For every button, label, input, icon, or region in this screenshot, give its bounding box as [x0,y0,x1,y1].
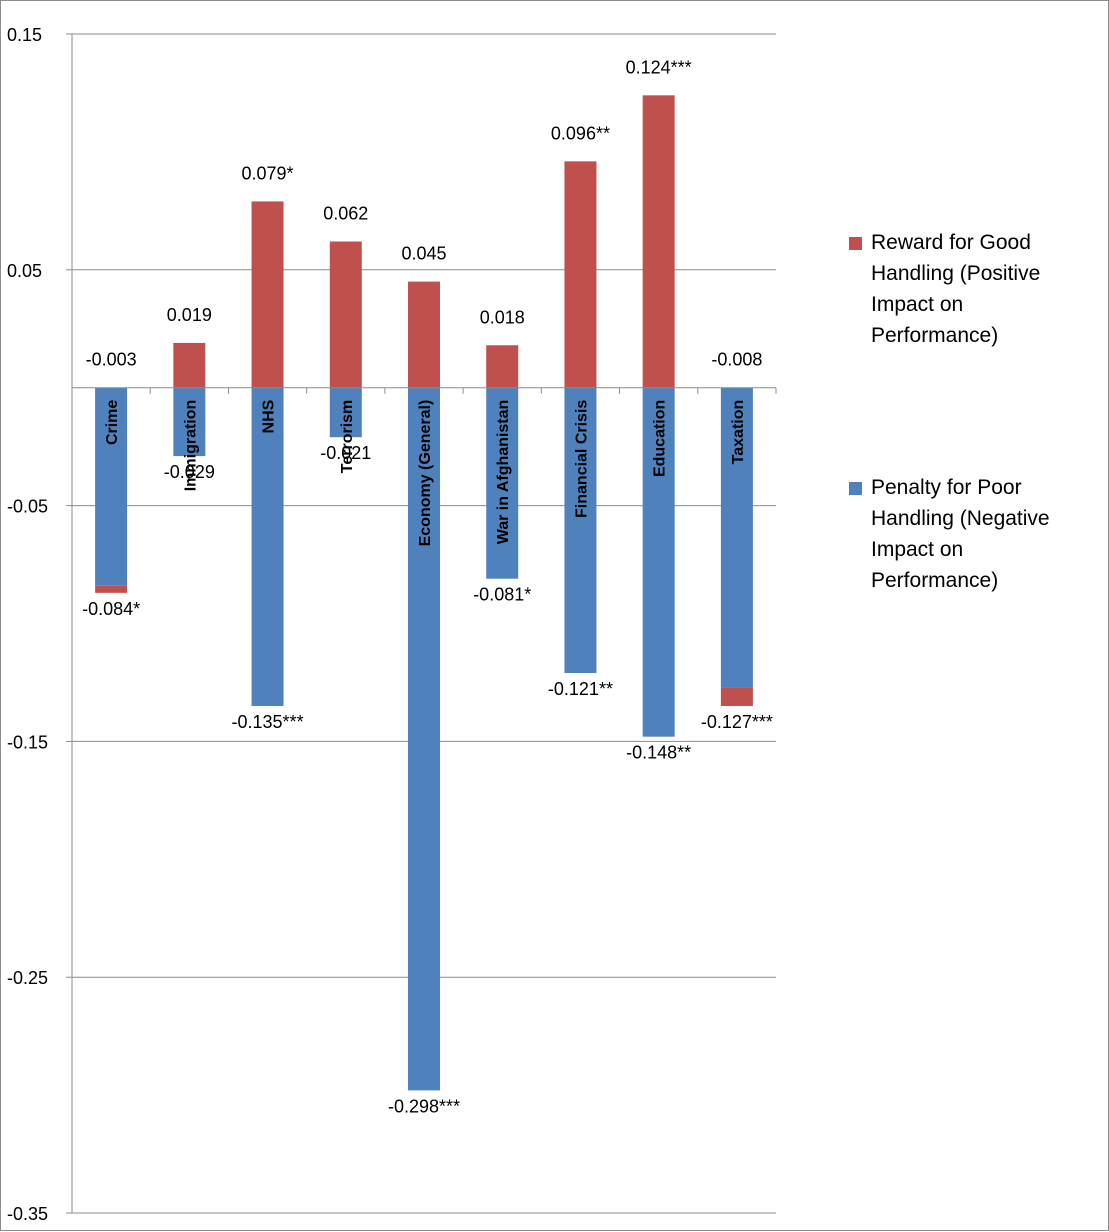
bar-reward [486,345,519,388]
bar-reward [408,281,440,388]
y-tick-label: -0.15 [7,732,48,752]
category-label: Education [652,400,669,477]
legend-reward-line: Reward for Good [871,231,1031,254]
bar-penalty [173,387,206,457]
legend-penalty-line: Handling (Negative [871,507,1050,530]
data-label-penalty: -0.148** [626,743,691,763]
legend-penalty-line: Performance) [871,569,999,592]
y-tick-label: -0.35 [7,1204,48,1224]
data-label-reward: -0.003 [86,350,137,370]
data-label-penalty: -0.298*** [388,1096,460,1116]
legend-penalty-line: Penalty for Poor [871,476,1022,499]
data-label-reward: 0.062 [323,204,368,224]
data-label-penalty: -0.121** [548,679,613,699]
bar-reward [173,342,206,388]
data-label-penalty: -0.029 [164,462,215,482]
bar-penalty [486,387,519,579]
y-tick-label: 0.05 [7,261,42,281]
data-label-reward: 0.019 [167,305,212,325]
category-label: Economy (General) [417,400,434,547]
legend-reward-line: Impact on [871,293,964,316]
data-label-penalty: -0.081* [473,585,531,605]
bar-penalty [408,387,440,1091]
y-tick-label: 0.15 [7,25,42,45]
category-label: Crime [104,400,121,445]
data-label-reward: -0.008 [711,350,762,370]
bar-penalty [95,387,128,586]
bar-penalty [564,387,597,674]
legend-penalty-line: Impact on [871,538,964,561]
bar-reward [642,95,675,388]
category-label: Financial Crisis [573,400,590,518]
data-label-penalty: -0.021 [320,443,371,463]
data-label-reward: 0.124*** [626,57,692,77]
bar-penalty [642,387,675,737]
legend-label-penalty: Penalty for Poor Handling (Negative Impa… [871,472,1096,596]
legend-swatch-penalty [849,482,862,495]
legend-label-reward: Reward for Good Handling (Positive Impac… [871,227,1096,351]
category-label: Immigration [182,400,199,492]
bar-reward [95,585,128,593]
data-label-reward: 0.018 [480,307,525,327]
bar-reward [251,201,284,388]
data-label-reward: 0.096** [551,123,610,143]
data-label-reward: 0.079* [242,163,294,183]
data-label-penalty: -0.127*** [701,712,773,732]
bar-penalty [251,387,284,707]
bar-reward [720,687,753,707]
legend-reward-line: Handling (Positive [871,262,1041,285]
bar-reward [329,241,362,388]
data-label-reward: 0.045 [401,244,446,264]
y-tick-label: -0.05 [7,497,48,517]
legend-swatch-reward [849,237,862,250]
category-label: War in Afghanistan [495,400,512,545]
bar-reward [564,161,597,388]
bar-penalty [329,387,362,438]
category-label: Terrorism [339,400,356,474]
y-tick-label: -0.25 [7,968,48,988]
category-label: Taxation [730,400,747,465]
bar-penalty [720,387,753,688]
data-label-penalty: -0.135*** [232,712,304,732]
data-label-penalty: -0.084* [82,599,140,619]
legend-reward-line: Performance) [871,324,999,347]
category-label: NHS [261,399,278,433]
